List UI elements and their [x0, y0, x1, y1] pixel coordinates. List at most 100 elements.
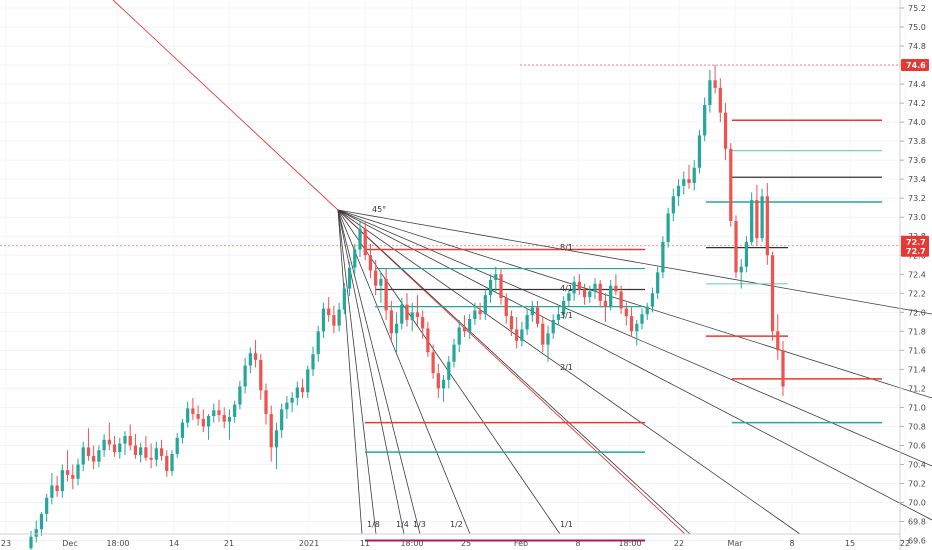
candle-body	[535, 307, 540, 324]
gann-fan-line	[337, 209, 932, 315]
candle-body	[86, 447, 91, 456]
price-tag-label: 74.6	[906, 61, 926, 70]
candle-body	[499, 274, 503, 299]
candle-body	[770, 255, 775, 332]
candle-body	[300, 387, 305, 393]
candle-body	[661, 241, 665, 273]
candle-body	[650, 293, 655, 307]
candle-body	[703, 105, 707, 136]
x-tick-label: 25	[461, 539, 471, 548]
gann-45-line	[112, 0, 686, 535]
x-tick-label: 11	[360, 539, 370, 548]
candle-body	[400, 304, 404, 324]
candle-body	[697, 135, 702, 168]
candle-body	[640, 314, 644, 324]
candle-body	[734, 221, 738, 273]
candle-body	[170, 454, 174, 472]
gann-fan-line	[337, 209, 363, 535]
price-tag-box	[901, 244, 929, 257]
candle-body	[227, 416, 232, 422]
candle-body	[311, 354, 315, 370]
candle-body	[593, 283, 597, 292]
candle-body	[478, 310, 482, 315]
candle-body	[713, 80, 717, 88]
y-tick-label: 71.4	[908, 365, 926, 374]
gann-fan-label: 1/3	[413, 520, 426, 529]
candle-body	[410, 312, 414, 320]
candle-body	[530, 307, 534, 316]
candle-body	[619, 291, 623, 309]
gann-fan-label: 2/1	[560, 363, 573, 372]
candle-body	[384, 279, 388, 311]
y-tick-label: 70.8	[908, 422, 926, 431]
candle-body	[45, 497, 49, 514]
candle-body	[60, 470, 64, 492]
y-tick-label: 72.2	[908, 289, 926, 298]
candle-body	[76, 464, 80, 479]
candle-body	[55, 485, 59, 492]
gann-fan-line	[337, 209, 801, 535]
candle-body	[29, 536, 33, 549]
candle-body	[222, 415, 226, 422]
gann-fan-label: 1/2	[450, 520, 463, 529]
y-tick-label: 71.0	[908, 403, 926, 412]
candle-body	[431, 352, 435, 374]
candle-body	[92, 455, 96, 462]
x-tick-label: Dec	[62, 539, 77, 548]
candle-body	[718, 87, 722, 113]
candle-body	[394, 323, 399, 334]
candle-body	[614, 285, 618, 292]
candle-body	[34, 529, 38, 537]
candle-body	[159, 448, 164, 456]
candle-body	[572, 281, 576, 294]
candle-body	[243, 365, 247, 387]
x-tick-label: 21	[224, 539, 234, 548]
candle-body	[609, 285, 613, 307]
gann-fan-label: 4/1	[560, 284, 573, 293]
candle-body	[212, 410, 216, 416]
candle-body	[483, 295, 487, 315]
x-tick-label: 18:00	[106, 539, 129, 548]
x-tick-label: 8	[789, 539, 794, 548]
grid-lines	[0, 0, 906, 542]
price-tag-box	[901, 59, 929, 72]
gann-fan-label: 1/8	[367, 520, 380, 529]
candle-body	[107, 439, 111, 445]
candle-body	[551, 319, 555, 334]
y-tick-label: 71.8	[908, 327, 926, 336]
candle-body	[760, 196, 764, 239]
y-tick-label: 75.2	[908, 4, 926, 13]
gann-fan-line	[337, 209, 691, 535]
y-tick-label: 73.0	[908, 213, 926, 222]
candle-body	[687, 179, 691, 183]
candle-body	[259, 359, 263, 391]
candle-body	[676, 185, 681, 197]
candle-body	[295, 387, 299, 398]
candle-body	[264, 390, 268, 415]
gann-fan-line	[337, 209, 471, 535]
candle-body	[332, 315, 336, 326]
y-axis-ticks: 75.2 75.0 74.8 74.6 74.4 74.2 74.0 73.8 73.6 73.4…	[900, 4, 926, 546]
candle-body	[81, 447, 85, 465]
candle-body	[39, 513, 44, 530]
candle-body	[389, 310, 393, 334]
candle-body	[285, 402, 289, 410]
candle-body	[462, 327, 467, 332]
candle-body	[71, 474, 75, 479]
candles-group	[29, 65, 785, 550]
candle-body	[708, 80, 712, 106]
candle-body	[165, 455, 169, 472]
gann-fan-label: 3/1	[560, 311, 573, 320]
candle-body	[149, 457, 153, 460]
candle-body	[217, 410, 221, 416]
y-tick-label: 71.2	[908, 384, 926, 393]
candle-body	[274, 430, 279, 448]
x-tick-label: Mar	[727, 539, 743, 548]
candle-body	[582, 289, 587, 298]
candle-body	[468, 318, 472, 332]
candle-body	[588, 291, 592, 298]
candle-body	[504, 298, 508, 317]
candle-body	[154, 448, 158, 460]
y-tick-label: 72.4	[908, 270, 926, 279]
